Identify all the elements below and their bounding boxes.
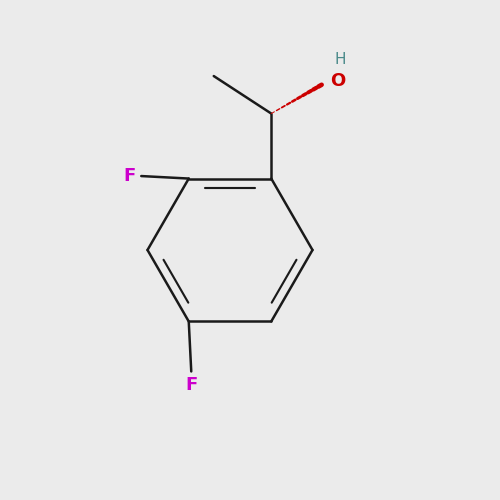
Text: F: F — [123, 167, 136, 185]
Text: O: O — [330, 72, 345, 90]
Text: H: H — [334, 52, 346, 67]
Text: F: F — [185, 376, 198, 394]
